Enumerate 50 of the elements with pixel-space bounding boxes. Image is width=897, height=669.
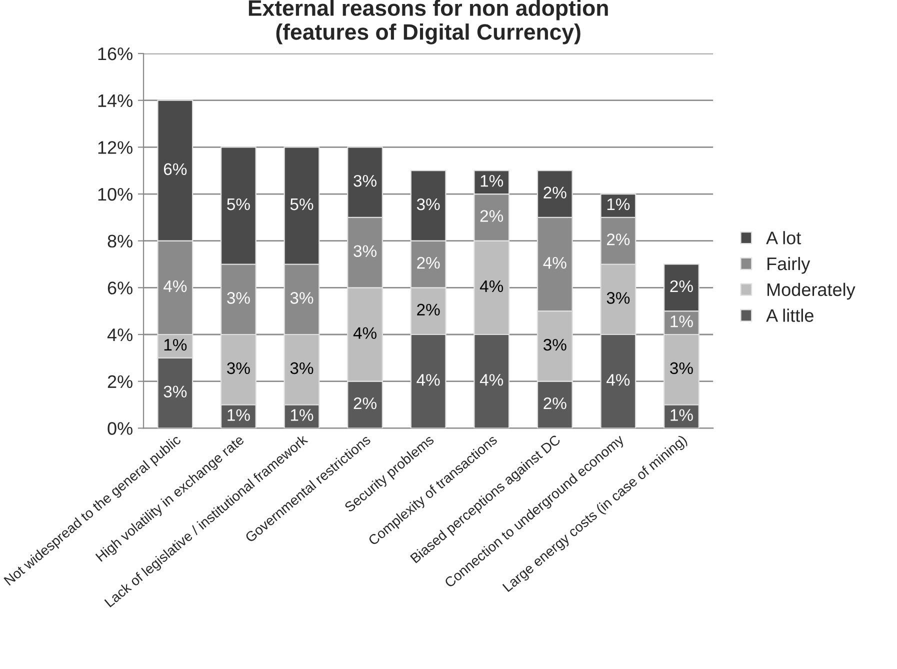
y-tick-label: 4% [107,328,132,342]
data-label: 3% [290,292,314,304]
data-label: 2% [670,280,693,292]
data-label: 4% [164,280,187,292]
y-tick-label: 12% [98,141,132,154]
data-label: 4% [543,257,566,269]
data-label: 1% [290,409,314,421]
y-tick-label: 0% [108,422,132,435]
data-label: 3% [543,338,566,351]
data-label: 3% [670,362,693,374]
legend-label: Fairly [768,256,810,274]
y-tick-label: 2% [108,375,132,388]
chart-title: External reasons for non adoption (features of Digital Currency) [248,0,608,44]
data-label: 2% [544,397,566,410]
legend-label: A lot [766,231,802,244]
data-label: 3% [227,292,250,304]
data-label: 4% [416,374,440,386]
data-label: 2% [417,256,440,269]
legend-label: Moderately [768,282,856,300]
data-label: 3% [416,198,440,210]
legend-label: A little [766,308,814,322]
data-label: 1% [670,316,693,328]
data-label: 2% [354,397,376,410]
y-tick-label: 14% [98,94,132,107]
data-label: 2% [544,186,566,198]
data-label: 6% [164,163,187,176]
data-label: 4% [480,280,504,292]
data-label: 3% [354,245,376,258]
y-tick-label: 10% [98,188,132,201]
data-label: 1% [607,198,630,210]
y-tick-label: 16% [98,47,132,60]
data-label: 4% [606,374,630,386]
data-label: 5% [227,198,250,210]
data-label: 2% [417,304,440,316]
data-label: 1% [164,338,187,351]
data-label: 4% [480,374,504,386]
data-label: 3% [354,174,376,187]
data-label: 3% [227,362,250,374]
data-label: 1% [670,409,693,421]
data-label: 2% [606,234,630,246]
data-label: 3% [606,292,630,304]
data-label: 5% [290,198,314,210]
data-label: 2% [480,210,504,222]
data-label: 4% [353,327,376,339]
data-label: 1% [228,409,250,421]
data-label: 1% [480,175,504,187]
y-tick-label: 8% [108,234,132,248]
data-label: 3% [164,386,187,398]
data-label: 3% [290,362,314,374]
y-tick-label: 6% [108,282,132,294]
